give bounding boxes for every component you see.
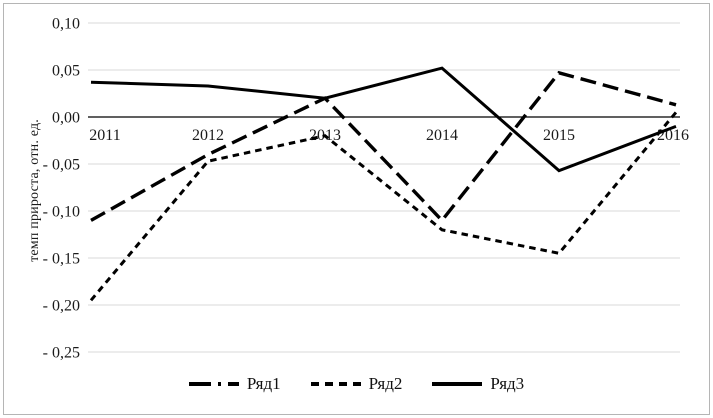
legend-label: Ряд1 [246, 374, 281, 393]
legend-line-sample [310, 382, 361, 386]
y-axis-title: темп прироста, отн. ед. [27, 118, 42, 262]
x-tick-label: 2015 [543, 127, 575, 144]
legend-line-sample [188, 382, 239, 386]
series-line-1 [90, 70, 677, 223]
x-tick-label: 2014 [426, 127, 458, 144]
legend-item-2: Ряд2 [310, 374, 403, 394]
y-tick-label: - 0,10 [43, 204, 80, 221]
x-tick-label: 2011 [89, 127, 120, 144]
y-tick-label: 0,10 [52, 16, 80, 33]
line-chart-canvas: 0,10 0,05 0,00 - 0,05 - 0,10 - 0,15 - 0,20 - 0,… [43, 16, 689, 362]
y-tick-label: - 0,20 [43, 298, 80, 315]
y-tick-label: - 0,05 [43, 157, 80, 174]
y-axis-title-wrap: темп прироста, отн. ед. [20, 40, 50, 340]
chart-legend: Ряд1 Ряд2 Ряд3 [0, 374, 713, 394]
series-line-3 [90, 66, 677, 173]
y-tick-label: 0,00 [52, 110, 80, 127]
legend-line-sample [432, 382, 483, 386]
y-tick-label: - 0,15 [43, 251, 80, 268]
legend-item-1: Ряд1 [188, 374, 281, 394]
legend-label: Ряд2 [368, 374, 403, 393]
legend-label: Ряд3 [490, 374, 525, 393]
x-tick-label: 2016 [657, 127, 689, 144]
y-tick-label: 0,05 [52, 63, 80, 80]
y-tick-label: - 0,25 [43, 345, 80, 362]
series-line-2 [89, 111, 678, 302]
legend-item-3: Ряд3 [432, 374, 524, 394]
x-tick-label: 2012 [192, 127, 224, 144]
